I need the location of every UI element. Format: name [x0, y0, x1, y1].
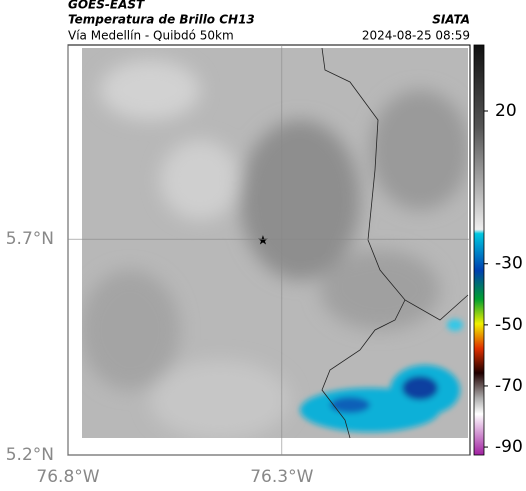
title: GOES-EAST: [68, 0, 145, 12]
x-tick-label: 76.8°W: [36, 467, 99, 487]
source: SIATA: [432, 13, 470, 27]
location-marker: ★: [257, 234, 269, 249]
colorbar-tick-label: 20: [495, 101, 517, 121]
colorbar-tick-label: -30: [495, 254, 523, 274]
colorbar-tick-label: -70: [495, 376, 523, 396]
colorbar: [473, 44, 485, 456]
boundary: [321, 47, 469, 439]
x-tick-label: 76.3°W: [250, 467, 313, 487]
subtitle: Temperatura de Brillo CH13: [68, 13, 255, 27]
colorbar-tick-label: -90: [495, 437, 523, 457]
y-tick-label: 5.7°N: [6, 229, 54, 249]
y-tick-label: 5.2°N: [6, 445, 54, 465]
timestamp: 2024-08-25 08:59: [362, 29, 470, 43]
region: Vía Medellín - Quibdó 50km: [68, 29, 234, 43]
satellite-image: [82, 48, 468, 438]
colorbar-tick-label: -50: [495, 315, 523, 335]
